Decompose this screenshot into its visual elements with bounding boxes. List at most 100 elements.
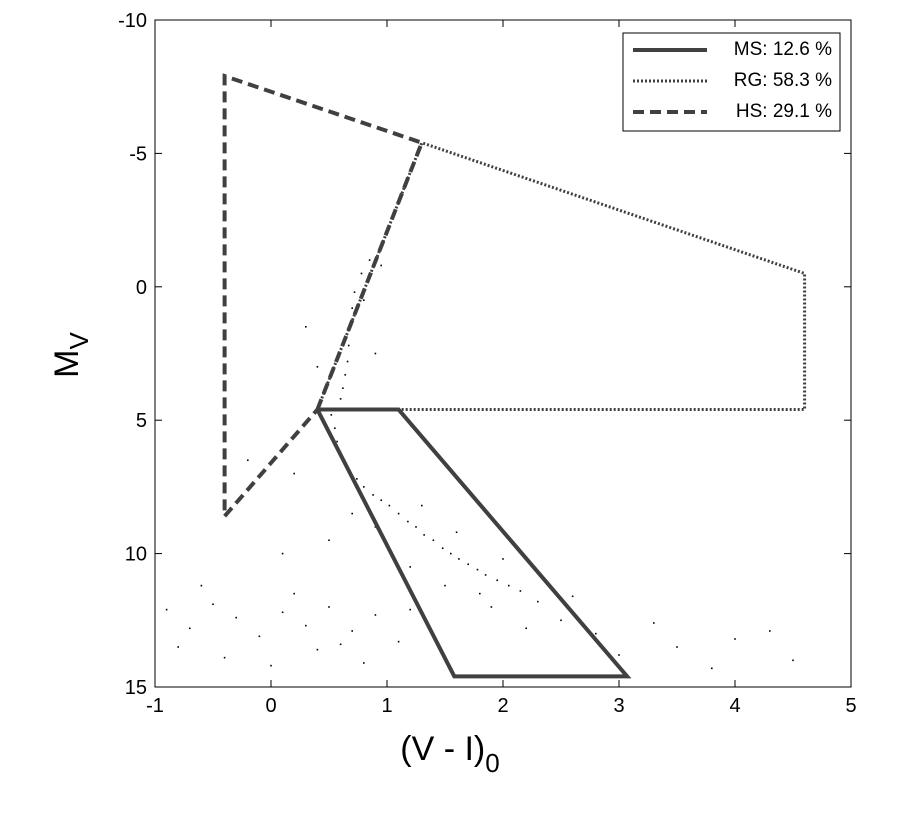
x-tick-label: -1 [146,695,164,717]
y-tick-label: 10 [125,544,147,566]
legend-box [622,32,841,132]
point [711,667,713,670]
x-axis-label: (V - I)0 [400,730,499,778]
point [189,627,191,630]
y-tick-label: -10 [118,10,147,32]
point [423,534,425,536]
point [502,558,504,560]
point [200,584,203,587]
point [330,414,333,416]
point [432,539,435,542]
point [792,659,794,662]
y-axis-label-sub: V [64,332,94,350]
point [281,611,284,614]
point [380,264,382,267]
point [519,590,522,592]
point [380,499,382,502]
point [305,624,307,627]
point [177,646,179,648]
point [334,427,336,430]
point [316,366,319,368]
point [346,360,349,363]
point [339,643,342,646]
point [293,472,295,475]
y-tick-label: 0 [136,277,147,299]
point [270,664,272,667]
x-tick-label: 2 [497,695,508,717]
point [305,326,307,328]
x-tick-label: 0 [265,695,276,717]
point [458,558,460,560]
point [467,563,469,566]
point [560,619,562,622]
x-tick-label: 1 [381,695,392,717]
point [421,504,423,507]
point [351,307,353,309]
point [407,520,409,523]
point [368,259,371,261]
point [479,592,481,595]
x-tick-label: 4 [729,695,740,717]
point [363,486,365,488]
point [490,606,493,608]
point [353,291,356,293]
point [397,512,400,515]
point [360,272,363,275]
y-tick-label: 5 [136,410,147,432]
y-axis-label: MV [48,332,94,378]
legend-label: HS: 29.1 % [736,101,832,122]
y-tick-label: 15 [125,677,147,699]
point [372,494,374,496]
point [441,547,444,550]
point [769,630,771,632]
point [293,592,295,595]
point [363,662,365,664]
point [281,552,284,555]
point [508,584,510,587]
point [415,526,417,528]
region-outline [222,73,425,522]
point [374,352,377,355]
x-axis-label-sub: 0 [485,748,499,778]
point [734,638,736,640]
point [496,579,498,582]
region-outline [316,140,807,412]
point [339,398,342,400]
point [455,531,458,534]
x-tick-label: 5 [845,695,856,717]
y-axis-label-main: M [48,350,86,378]
point [484,574,487,576]
point [595,632,597,635]
point [351,512,353,515]
point [316,648,319,651]
legend-label: RG: 58.3 % [734,70,832,91]
point [374,614,377,616]
point [258,635,261,638]
point [571,595,574,598]
point [223,656,226,659]
x-axis-label-main: (V - I) [400,730,485,768]
point [351,630,353,632]
point [676,646,678,648]
point [328,606,330,608]
point [409,608,411,611]
point [328,539,330,542]
point [397,640,400,643]
point [409,566,411,568]
point [653,622,655,624]
point [525,627,527,630]
point [388,504,391,507]
point [247,459,249,462]
x-tick-label: 3 [613,695,624,717]
point [347,344,350,347]
point [165,608,168,611]
point [344,374,347,376]
point [476,568,479,571]
point [537,600,539,603]
point [444,584,446,587]
point [356,478,358,480]
y-tick-label: -5 [129,143,147,165]
point [450,552,452,555]
point [336,440,338,443]
